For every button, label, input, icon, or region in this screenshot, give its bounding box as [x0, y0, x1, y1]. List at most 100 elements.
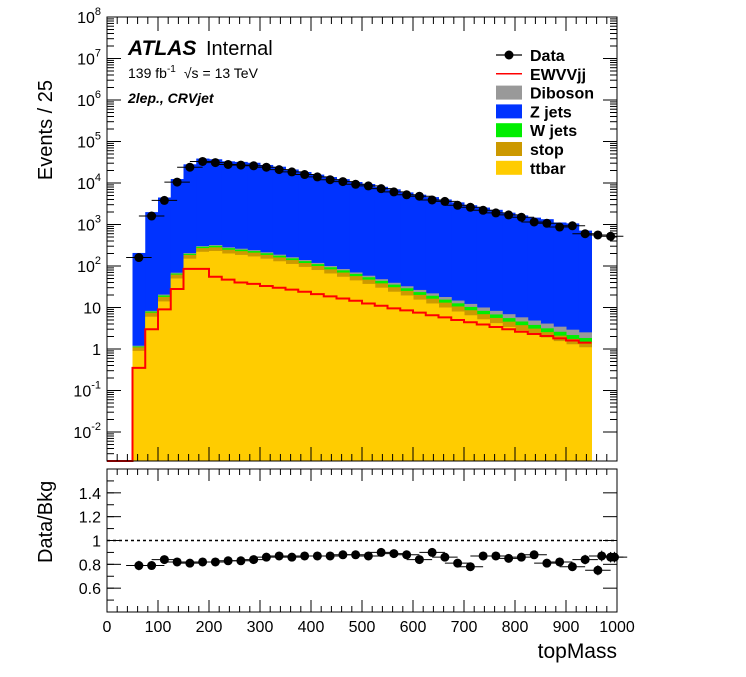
data-point	[516, 212, 526, 222]
y-tick-exponent: 2	[95, 255, 101, 267]
stack-bar-ttbar	[170, 278, 184, 461]
ratio-y-tick-label: 1	[92, 534, 101, 551]
stack-bar-ttbar	[285, 263, 299, 461]
data-point	[504, 210, 514, 220]
data-point	[261, 162, 271, 172]
y-tick-exponent: 4	[95, 172, 101, 184]
y-tick-label: 106	[77, 89, 101, 110]
data-point	[542, 218, 552, 228]
y-tick-exponent: 5	[95, 130, 101, 142]
y-tick-base: 10	[73, 425, 91, 442]
ratio-point	[287, 552, 297, 562]
y-tick-base: 10	[77, 176, 95, 193]
y-tick-label: 105	[77, 130, 101, 151]
ratio-point	[542, 558, 552, 568]
legend-swatch	[496, 123, 522, 138]
stack-bar-ttbar	[362, 283, 376, 461]
y-tick-base: 10	[77, 93, 95, 110]
ratio-point	[159, 555, 169, 565]
data-point	[491, 208, 501, 218]
data-point	[529, 217, 539, 227]
data-point	[593, 230, 603, 240]
data-point	[478, 205, 488, 215]
stack-bar-ttbar	[566, 344, 580, 461]
stack-bar-ttbar	[158, 301, 172, 461]
data-point	[159, 195, 169, 205]
y-tick-label: 104	[77, 172, 101, 193]
ratio-point	[555, 557, 565, 567]
y-tick-base: 10	[77, 10, 95, 27]
data-point	[606, 231, 616, 241]
stack-bar-ttbar	[400, 295, 414, 461]
data-point	[580, 229, 590, 239]
lumi-value: 139 fb	[128, 65, 167, 81]
data-point	[287, 167, 297, 177]
stack-bar-ttbar	[209, 250, 223, 461]
ratio-point	[465, 562, 475, 572]
data-point	[351, 179, 361, 189]
stack-bar-ttbar	[464, 315, 478, 461]
ratio-point	[210, 557, 220, 567]
data-point	[312, 172, 322, 182]
y-tick-exponent: 7	[95, 47, 101, 59]
legend-label: W jets	[530, 123, 577, 140]
ratio-point	[580, 555, 590, 565]
stack-bar-ttbar	[183, 258, 197, 461]
ratio-point	[427, 547, 437, 557]
y-tick-base: 10	[77, 134, 95, 151]
ratio-plot-area: 0.6 0.8 1 1.2 1.4 0 100 200 300 400 500 600 700 800 90…	[79, 468, 635, 636]
stack-bar-ttbar	[374, 287, 388, 461]
y-tick-base: 10	[73, 383, 91, 400]
y-tick-label: 1	[92, 342, 101, 359]
data-point	[198, 156, 208, 166]
x-tick-label: 200	[196, 619, 223, 636]
data-point	[440, 196, 450, 206]
x-tick-label: 400	[298, 619, 325, 636]
signal-line	[107, 267, 592, 462]
ratio-y-tick-label: 0.6	[79, 581, 101, 598]
ratio-point	[185, 558, 195, 568]
ratio-point	[593, 565, 603, 575]
stack-bar-ttbar	[132, 350, 146, 461]
ratio-y-tick-label: 0.8	[79, 557, 101, 574]
ratio-point	[529, 550, 539, 560]
ratio-point	[414, 555, 424, 565]
y-tick-exponent: 6	[95, 89, 101, 101]
data-point	[325, 175, 335, 185]
stack-bar-ttbar	[145, 316, 159, 461]
data-point	[300, 170, 310, 180]
ratio-y-axis-title: Data/Bkg	[35, 481, 57, 563]
data-point	[389, 187, 399, 197]
ratio-point	[376, 547, 386, 557]
stack-bar-ttbar	[553, 341, 567, 461]
data-point	[453, 200, 463, 210]
stack-bar-ttbar	[425, 303, 439, 461]
y-tick-base: 10	[83, 300, 101, 317]
stack-bar-ttbar	[438, 307, 452, 461]
legend-swatch	[496, 142, 522, 156]
legend-label: Diboson	[530, 86, 594, 103]
stack-bar-ttbar	[489, 323, 503, 461]
stack-bar-ttbar	[260, 258, 274, 461]
ratio-point	[274, 551, 284, 561]
ratio-point	[453, 558, 463, 568]
data-point	[249, 161, 259, 171]
data-point	[555, 222, 565, 232]
stack-bar-ttbar	[323, 273, 337, 461]
data-point	[376, 184, 386, 194]
ratio-point	[172, 557, 182, 567]
ratio-point	[504, 553, 514, 563]
stack-bar-ttbar	[515, 330, 529, 461]
x-axis-title: topMass	[538, 640, 617, 663]
ratio-point	[389, 549, 399, 559]
stack-bar-ttbar	[247, 256, 261, 461]
y-tick-label: 10-1	[73, 379, 101, 400]
data-point	[172, 177, 182, 187]
ratio-point	[261, 552, 271, 562]
ratio-point	[325, 551, 335, 561]
ratio-point	[351, 550, 361, 560]
legend-label: EWVVjj	[530, 67, 586, 84]
stack-bar-ttbar	[502, 326, 516, 461]
